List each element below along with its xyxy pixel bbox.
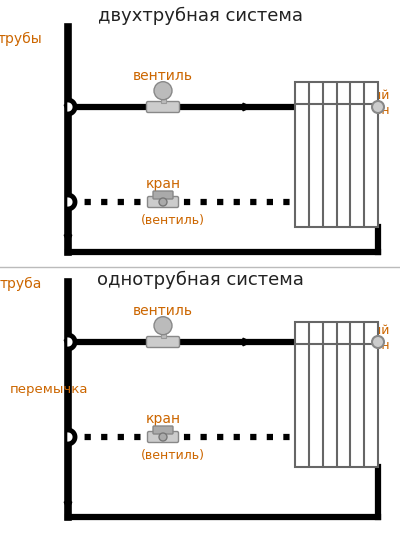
FancyBboxPatch shape [148, 432, 178, 442]
Circle shape [154, 82, 172, 100]
FancyBboxPatch shape [153, 426, 173, 434]
Circle shape [372, 101, 384, 113]
Circle shape [159, 433, 167, 441]
Circle shape [372, 336, 384, 348]
Text: воздушный
клапан: воздушный клапан [315, 324, 390, 352]
FancyBboxPatch shape [146, 101, 180, 112]
Text: вентиль: вентиль [133, 304, 193, 318]
Text: (вентиль): (вентиль) [141, 449, 205, 462]
Text: кран: кран [146, 177, 180, 191]
Circle shape [159, 198, 167, 206]
Text: кран: кран [146, 412, 180, 426]
Polygon shape [68, 430, 75, 444]
Text: воздушный
клапан: воздушный клапан [315, 89, 390, 117]
Circle shape [154, 317, 172, 335]
Text: перемычка: перемычка [10, 383, 88, 396]
Polygon shape [68, 335, 75, 349]
FancyBboxPatch shape [148, 197, 178, 207]
Bar [160, 97, 166, 103]
Text: однотрубная система: однотрубная система [96, 271, 304, 289]
Text: (вентиль): (вентиль) [141, 214, 205, 227]
Polygon shape [68, 100, 75, 114]
Bar [295, 82, 378, 227]
Text: трубы: трубы [0, 32, 42, 46]
Polygon shape [68, 195, 75, 209]
Text: двухтрубная система: двухтрубная система [98, 7, 302, 25]
Bar [295, 322, 378, 467]
FancyBboxPatch shape [153, 191, 173, 199]
Text: вентиль: вентиль [133, 69, 193, 83]
Text: труба: труба [0, 277, 42, 291]
Bar [160, 332, 166, 338]
FancyBboxPatch shape [146, 337, 180, 347]
